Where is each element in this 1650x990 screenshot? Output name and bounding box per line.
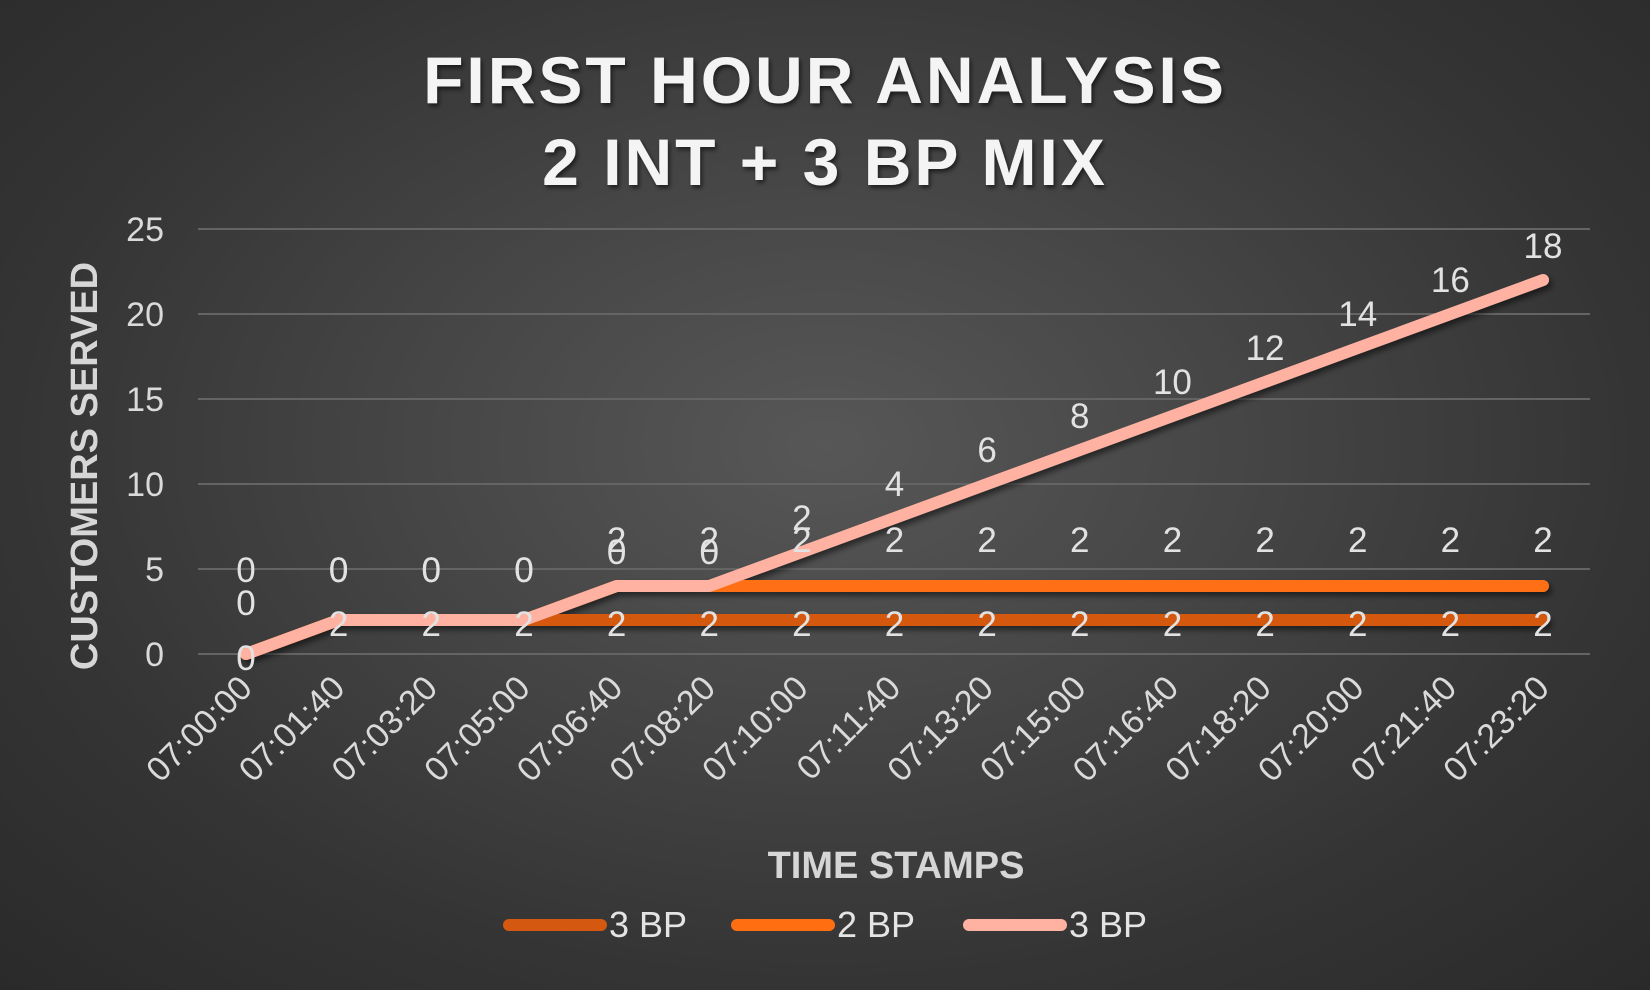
data-label: 2 xyxy=(1533,521,1552,560)
series-lines xyxy=(240,274,1549,660)
legend-item-1[interactable]: 3 BP xyxy=(503,904,687,945)
data-label: 2 xyxy=(792,499,811,538)
chart-title: FIRST HOUR ANALYSIS 2 INT + 3 BP MIX xyxy=(423,43,1227,199)
x-axis-ticks: 07:00:0007:01:4007:03:2007:05:0007:06:40… xyxy=(139,669,1556,789)
data-labels: 02 2 2 2 2 2 2 2 2 2 2 2 2 20 0 0 02 2 2 2 2 2 2 2 2 2 200 0 0 0 02468… xyxy=(236,227,1562,678)
y-tick-label: 15 xyxy=(126,381,164,419)
data-label: 2 xyxy=(792,521,811,560)
data-label: 2 xyxy=(977,605,996,644)
chart-title-line-1: FIRST HOUR ANALYSIS xyxy=(423,43,1227,117)
legend-label: 3 BP xyxy=(1069,904,1147,945)
data-label: 2 xyxy=(1348,605,1367,644)
data-label: 2 xyxy=(699,605,718,644)
y-axis-ticks: 0 5 10 15 20 25 xyxy=(126,211,164,674)
y-tick-label: 25 xyxy=(126,211,164,249)
chart-title-line-2: 2 INT + 3 BP MIX xyxy=(542,125,1108,199)
series-line-3 xyxy=(240,274,1549,660)
data-label: 0 xyxy=(699,533,718,572)
data-label: 0 xyxy=(329,551,348,590)
data-label: 8 xyxy=(1070,397,1089,436)
data-label: 4 xyxy=(885,465,904,504)
data-label: 18 xyxy=(1524,227,1563,266)
data-label: 2 xyxy=(699,521,718,560)
data-label: 2 xyxy=(885,521,904,560)
data-label: 2 xyxy=(1441,605,1460,644)
legend[interactable]: 3 BP 2 BP 3 BP xyxy=(503,904,1147,945)
data-label: 2 xyxy=(792,605,811,644)
gridlines xyxy=(198,228,1590,655)
y-tick-label: 10 xyxy=(126,466,164,504)
data-label: 2 xyxy=(607,521,626,560)
data-label: 16 xyxy=(1431,261,1470,300)
data-label: 0 xyxy=(236,639,255,678)
data-label: 0 xyxy=(422,551,441,590)
data-label: 14 xyxy=(1338,295,1377,334)
data-label: 2 xyxy=(1348,521,1367,560)
data-label: 2 xyxy=(514,605,533,644)
data-label: 2 xyxy=(1255,521,1274,560)
data-label: 0 xyxy=(607,533,626,572)
data-label: 0 xyxy=(236,584,255,623)
x-axis-title: TIME STAMPS xyxy=(768,845,1025,887)
data-label: 2 xyxy=(607,605,626,644)
y-tick-label: 5 xyxy=(145,551,164,589)
data-label: 0 xyxy=(514,551,533,590)
legend-label: 2 BP xyxy=(837,904,915,945)
legend-item-2[interactable]: 2 BP xyxy=(731,904,915,945)
y-tick-label: 0 xyxy=(145,636,164,674)
data-label: 0 xyxy=(329,551,348,590)
y-tick-label: 20 xyxy=(126,296,164,334)
data-label: 2 xyxy=(1163,521,1182,560)
data-label: 2 xyxy=(1533,605,1552,644)
data-label: 2 xyxy=(1441,521,1460,560)
data-label: 2 xyxy=(329,605,348,644)
data-label: 2 xyxy=(1070,605,1089,644)
data-label: 12 xyxy=(1246,329,1285,368)
data-label: 2 xyxy=(422,605,441,644)
data-label: 0 xyxy=(422,551,441,590)
data-label: 2 xyxy=(977,521,996,560)
data-label: 6 xyxy=(977,431,996,470)
y-axis-title: CUSTOMERS SERVED xyxy=(64,262,106,670)
legend-item-3[interactable]: 3 BP xyxy=(963,904,1147,945)
data-label: 2 xyxy=(885,605,904,644)
data-label: 0 xyxy=(514,551,533,590)
legend-label: 3 BP xyxy=(609,904,687,945)
data-label: 2 xyxy=(1163,605,1182,644)
data-label: 10 xyxy=(1153,363,1192,402)
data-label: 0 xyxy=(236,551,255,590)
data-label: 2 xyxy=(1255,605,1274,644)
data-label: 2 xyxy=(1070,521,1089,560)
